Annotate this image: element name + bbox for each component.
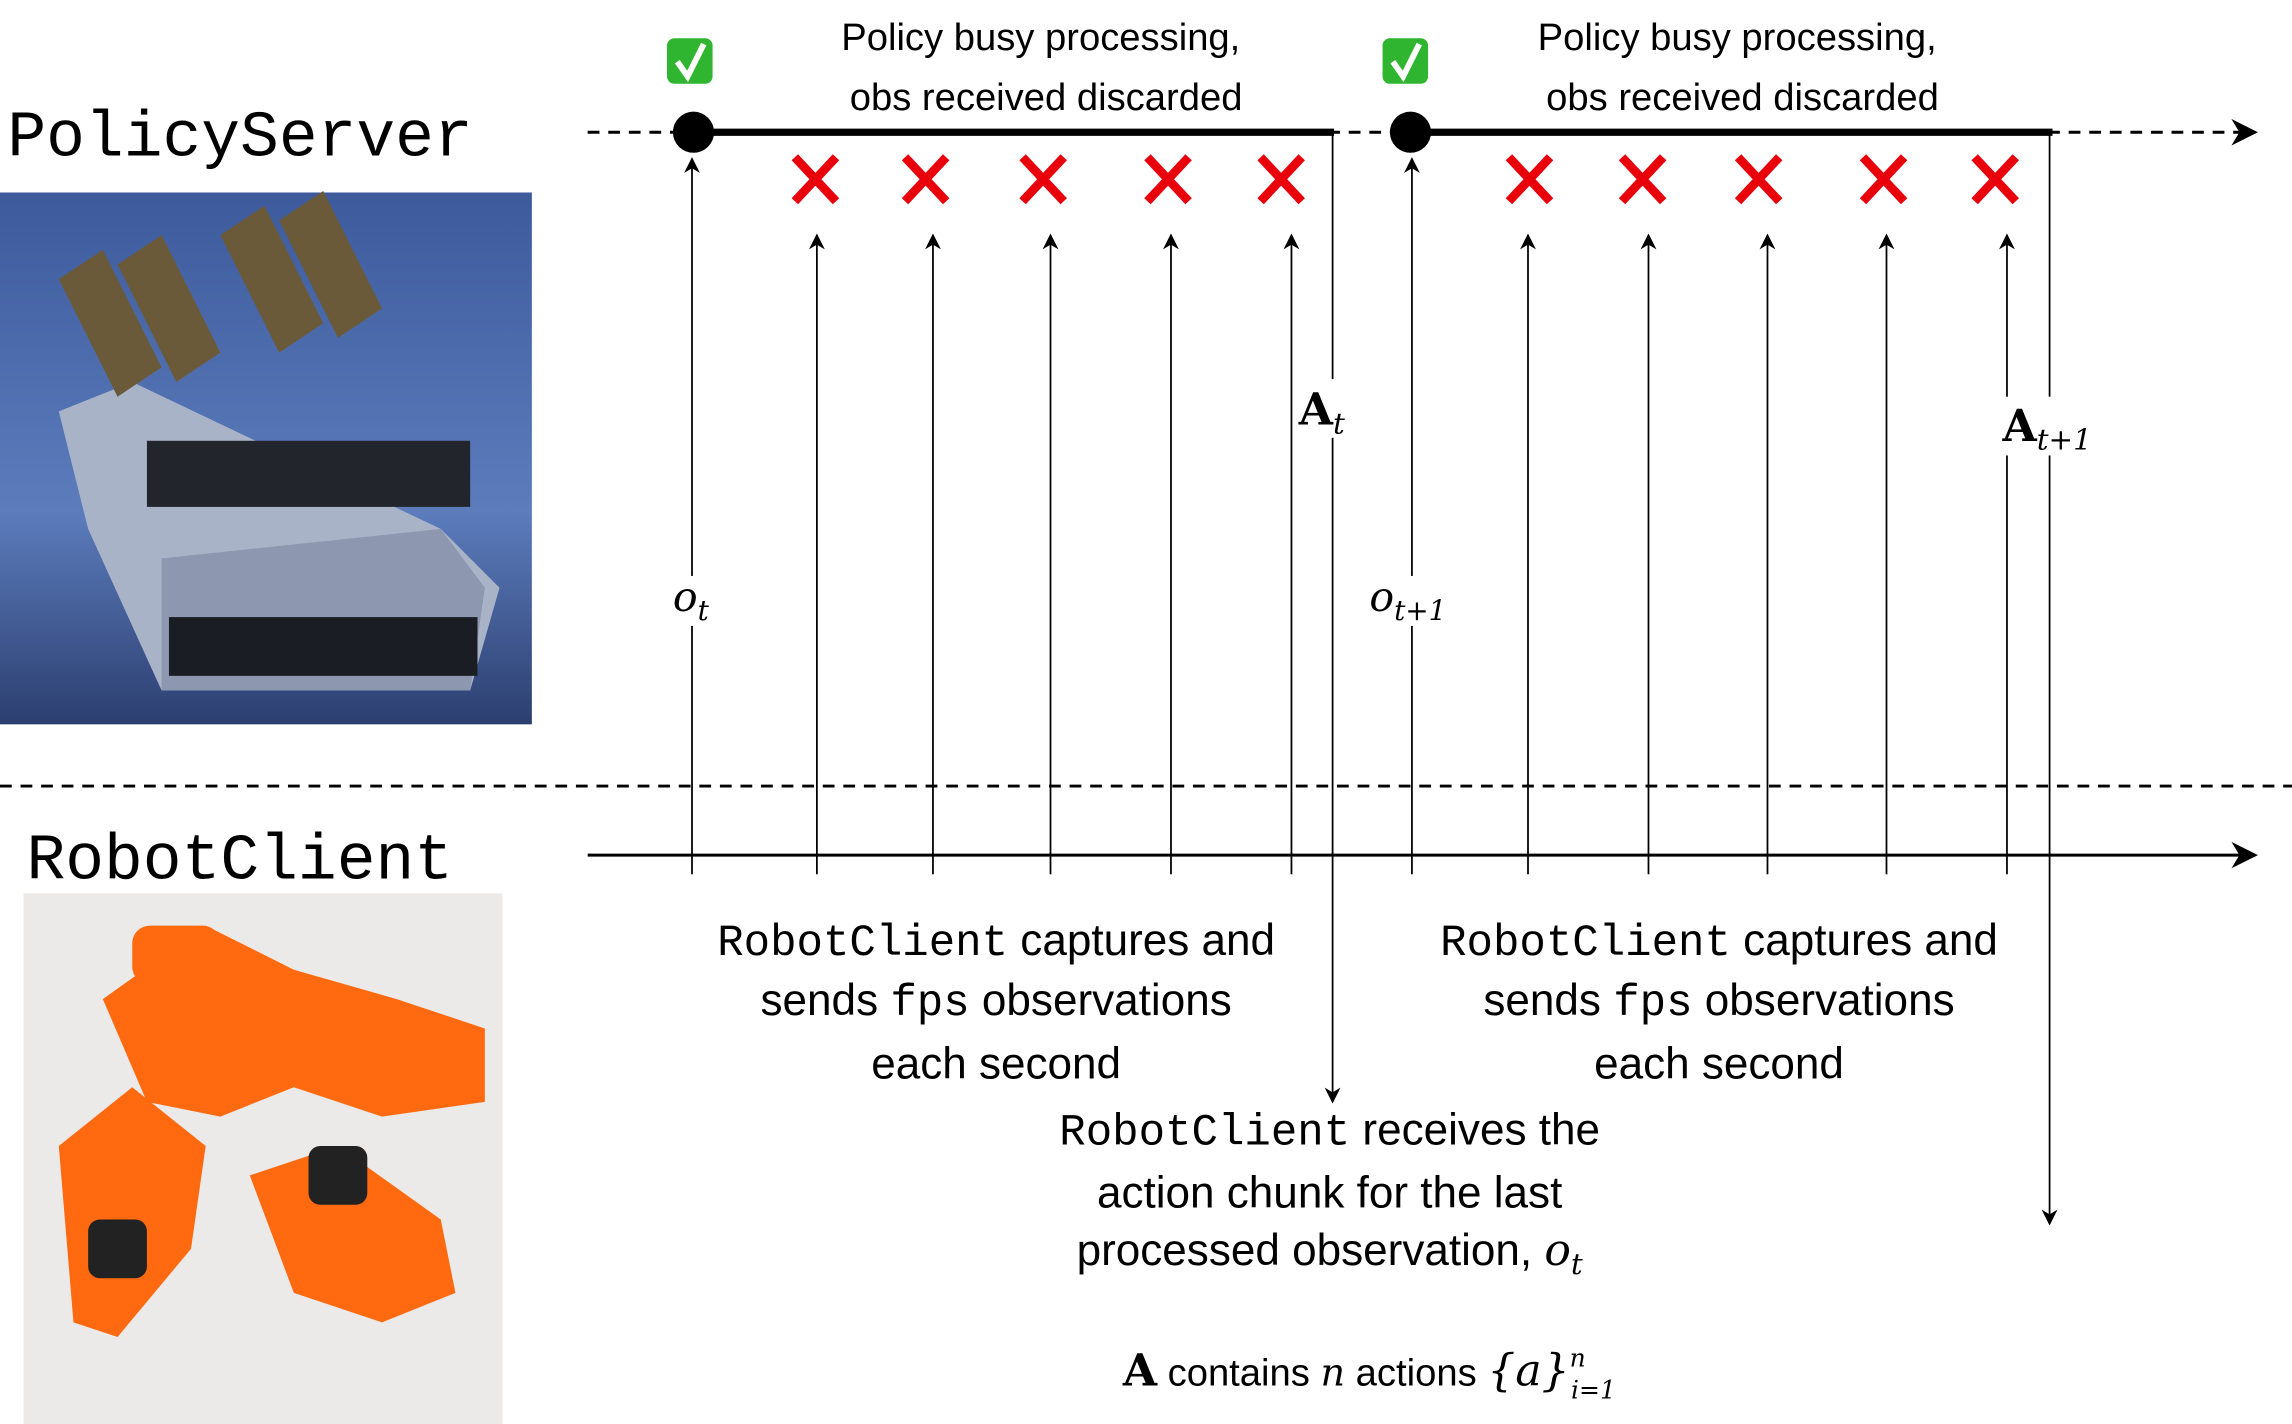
policy-server-label: PolicyServer: [7, 103, 472, 176]
red-x-icon: [1144, 154, 1192, 205]
label-A-t: At: [1298, 385, 1345, 441]
red-x-icon: [1505, 154, 1554, 205]
process-start-dot: [672, 111, 715, 153]
svg-text:processed observation, ot: processed observation, ot: [1077, 1225, 1583, 1281]
svg-text:RobotClient captures and: RobotClient captures and: [1440, 916, 1998, 969]
capture-text-2: RobotClient captures and sends fps obser…: [1440, 916, 1998, 1088]
green-check-icon: [1382, 38, 1429, 84]
label-A-t1: At+1: [2002, 401, 2092, 457]
svg-text:each second: each second: [871, 1039, 1121, 1088]
svg-text:action chunk for the last: action chunk for the last: [1097, 1169, 1562, 1218]
label-o-t1: ot+1: [1369, 573, 1446, 627]
svg-text:sends fps observations: sends fps observations: [1483, 976, 1954, 1029]
label-o-t: ot: [673, 573, 710, 627]
capture-text-1: RobotClient captures and sends fps obser…: [717, 916, 1275, 1088]
red-x-icon: [1618, 154, 1667, 205]
receive-text: RobotClient receives the action chunk fo…: [1059, 1106, 1600, 1281]
svg-text:each second: each second: [1594, 1039, 1844, 1088]
busy-text-2: Policy busy processing, obs received dis…: [1538, 16, 1948, 119]
robot-client-label: RobotClient: [26, 826, 453, 899]
red-x-icon: [1859, 154, 1908, 205]
red-x-icon: [1257, 154, 1305, 205]
svg-text:RobotClient captures and: RobotClient captures and: [717, 916, 1275, 969]
red-x-icon: [901, 154, 950, 205]
busy-text-1: Policy busy processing, obs received dis…: [841, 16, 1251, 119]
process-start-dot: [1389, 111, 1432, 153]
svg-text:sends fps observations: sends fps observations: [761, 976, 1232, 1029]
svg-text:RobotClient receives the: RobotClient receives the: [1059, 1106, 1600, 1159]
green-check-icon: [667, 38, 713, 84]
server-image: [0, 191, 532, 725]
red-x-icon: [1971, 154, 2020, 205]
red-x-icon: [1019, 154, 1067, 205]
red-x-icon: [1734, 154, 1783, 205]
robot-image: [23, 893, 503, 1424]
footnote: A contains n actions {a}n i=1: [1122, 1343, 1616, 1404]
red-x-icon: [791, 154, 840, 205]
